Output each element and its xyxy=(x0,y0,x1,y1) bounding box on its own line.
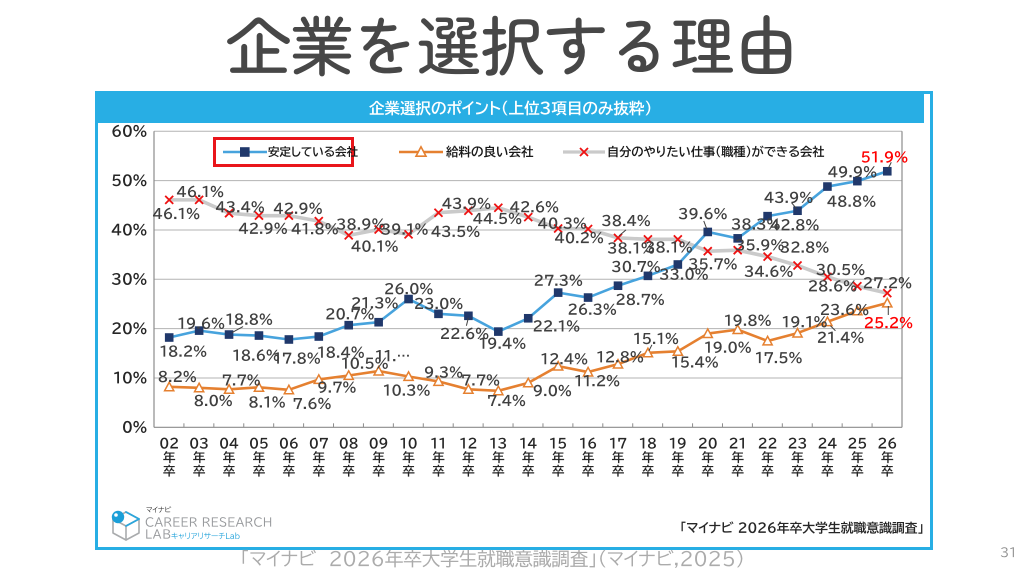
chart-source-note: 「マイナビ 2026年卒大学生就職意識調査」 xyxy=(680,518,924,538)
legend-label-desired-job: 自分のやりたい仕事（職種）ができる会社 xyxy=(607,141,825,163)
slide-title: 企業を選択する理由 xyxy=(0,14,1024,85)
legend-marker-stable xyxy=(223,147,267,157)
logo-name-line2: LAB xyxy=(145,529,172,541)
legend-marker-salary xyxy=(399,145,443,157)
legend-highlight-box xyxy=(213,137,354,167)
career-research-lab-logo-icon xyxy=(111,510,140,541)
logo-name-sub: キャリアリサーチLab xyxy=(171,531,240,541)
slide-caption: 「マイナビ 2026年卒大学生就職意識調査」（マイナビ,2025） xyxy=(0,547,984,573)
logo-brand: マイナビ xyxy=(146,506,172,515)
chart-panel-header: 企業選択のポイント（上位3項目のみ抜粋） xyxy=(98,94,924,123)
legend-label-salary: 給料の良い会社 xyxy=(446,141,536,163)
legend-marker-desired-job xyxy=(563,147,605,157)
page-number: 31 xyxy=(997,545,1017,561)
legend-label-stable: 安定している会社 xyxy=(268,141,358,163)
